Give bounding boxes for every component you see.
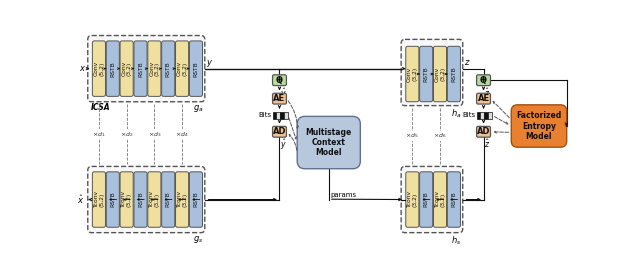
Bar — [273, 112, 276, 119]
FancyBboxPatch shape — [447, 172, 460, 227]
Text: params: params — [330, 192, 356, 198]
Text: $\hat{x}$: $\hat{x}$ — [77, 193, 84, 206]
Text: $\hat{y}$: $\hat{y}$ — [280, 86, 287, 101]
FancyBboxPatch shape — [134, 172, 147, 227]
FancyBboxPatch shape — [433, 172, 447, 227]
Text: RSTB: RSTB — [193, 61, 198, 77]
FancyBboxPatch shape — [148, 172, 161, 227]
Text: Factorized
Entropy
Model: Factorized Entropy Model — [516, 111, 562, 141]
Text: $\hat{y}$: $\hat{y}$ — [280, 138, 287, 152]
Bar — [477, 112, 481, 119]
Text: RSTB: RSTB — [424, 66, 429, 82]
Text: Conv
(3,2): Conv (3,2) — [177, 61, 188, 76]
Bar — [284, 112, 288, 119]
FancyBboxPatch shape — [477, 75, 490, 86]
Text: RSTB: RSTB — [166, 61, 171, 77]
FancyBboxPatch shape — [477, 126, 490, 137]
FancyBboxPatch shape — [162, 41, 175, 96]
Text: $h_a$: $h_a$ — [451, 107, 461, 120]
Text: Conv
(3,2): Conv (3,2) — [149, 61, 159, 76]
FancyBboxPatch shape — [447, 46, 460, 102]
Text: Conv
(3,2): Conv (3,2) — [122, 61, 132, 76]
FancyBboxPatch shape — [106, 172, 119, 227]
Text: $\hat{z}$: $\hat{z}$ — [484, 86, 490, 99]
Text: Bits: Bits — [463, 112, 476, 118]
Text: Multistage
Context
Model: Multistage Context Model — [306, 128, 352, 157]
Bar — [280, 112, 284, 119]
FancyBboxPatch shape — [406, 46, 419, 102]
Text: Tconv
(3,2): Tconv (3,2) — [122, 191, 132, 208]
Text: x: x — [79, 64, 84, 73]
FancyBboxPatch shape — [175, 41, 189, 96]
Text: RSTB: RSTB — [451, 192, 456, 208]
FancyBboxPatch shape — [406, 172, 419, 227]
Text: RSTB: RSTB — [451, 66, 456, 82]
Text: Q: Q — [480, 76, 487, 85]
Bar — [481, 112, 484, 119]
FancyBboxPatch shape — [511, 105, 566, 147]
FancyBboxPatch shape — [401, 166, 463, 233]
Text: Q: Q — [276, 76, 283, 85]
FancyBboxPatch shape — [433, 46, 447, 102]
Text: RSTB: RSTB — [110, 192, 115, 208]
FancyBboxPatch shape — [189, 172, 202, 227]
Text: AD: AD — [477, 127, 490, 136]
Text: z: z — [464, 58, 468, 67]
Bar — [276, 112, 280, 119]
Text: $\times d_5$: $\times d_5$ — [406, 131, 419, 140]
FancyBboxPatch shape — [477, 93, 490, 104]
Text: Tconv
(3,2): Tconv (3,2) — [177, 191, 188, 208]
Bar — [488, 112, 492, 119]
Text: AD: AD — [273, 127, 286, 136]
FancyBboxPatch shape — [273, 75, 287, 86]
FancyBboxPatch shape — [120, 172, 133, 227]
Text: $\times d_3$: $\times d_3$ — [148, 130, 161, 139]
FancyBboxPatch shape — [273, 126, 287, 137]
Text: RSTB: RSTB — [138, 192, 143, 208]
FancyBboxPatch shape — [92, 41, 106, 96]
FancyBboxPatch shape — [162, 172, 175, 227]
Text: Tconv
(3,2): Tconv (3,2) — [407, 191, 417, 208]
FancyBboxPatch shape — [106, 41, 119, 96]
FancyBboxPatch shape — [420, 46, 433, 102]
FancyBboxPatch shape — [420, 172, 433, 227]
Text: $\times d_6$: $\times d_6$ — [433, 131, 447, 140]
Text: RSTB: RSTB — [424, 192, 429, 208]
Text: Tconv
(5,2): Tconv (5,2) — [93, 191, 104, 208]
FancyBboxPatch shape — [189, 41, 202, 96]
Text: y: y — [206, 58, 211, 67]
FancyBboxPatch shape — [175, 172, 189, 227]
Text: AE: AE — [273, 94, 285, 103]
Text: $\times d_1$: $\times d_1$ — [92, 130, 106, 139]
Text: ICSA: ICSA — [91, 103, 111, 112]
Bar — [484, 112, 488, 119]
Text: Conv
(5,2): Conv (5,2) — [93, 61, 104, 76]
FancyBboxPatch shape — [148, 41, 161, 96]
Text: AE: AE — [477, 94, 490, 103]
FancyBboxPatch shape — [88, 36, 205, 102]
FancyBboxPatch shape — [273, 93, 287, 104]
Text: $h_s$: $h_s$ — [451, 234, 461, 247]
Text: Bits: Bits — [259, 112, 272, 118]
Text: $g_a$: $g_a$ — [193, 103, 204, 114]
Text: Conv
(3,2): Conv (3,2) — [407, 67, 417, 82]
Text: RSTB: RSTB — [166, 192, 171, 208]
Text: $\hat{z}$: $\hat{z}$ — [484, 138, 490, 150]
Text: $\times d_2$: $\times d_2$ — [120, 130, 133, 139]
Text: RSTB: RSTB — [138, 61, 143, 77]
FancyBboxPatch shape — [297, 116, 360, 169]
FancyBboxPatch shape — [120, 41, 133, 96]
Text: Tconv
(3,2): Tconv (3,2) — [435, 191, 445, 208]
FancyBboxPatch shape — [134, 41, 147, 96]
Text: RSTB: RSTB — [193, 192, 198, 208]
Text: $\times d_4$: $\times d_4$ — [175, 130, 189, 139]
FancyBboxPatch shape — [88, 166, 205, 233]
Text: Tconv
(3,2): Tconv (3,2) — [149, 191, 159, 208]
FancyBboxPatch shape — [92, 172, 106, 227]
Text: Conv
(3,2): Conv (3,2) — [435, 67, 445, 82]
Text: RSTB: RSTB — [110, 61, 115, 77]
FancyBboxPatch shape — [401, 39, 463, 106]
Text: $g_s$: $g_s$ — [193, 234, 204, 245]
